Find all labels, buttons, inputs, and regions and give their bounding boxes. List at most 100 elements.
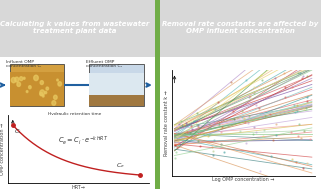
Point xyxy=(300,166,306,169)
Circle shape xyxy=(29,86,31,89)
Point xyxy=(259,116,265,119)
Bar xyxy=(0,57,155,189)
Circle shape xyxy=(46,87,48,90)
Bar xyxy=(10,64,64,106)
Text: Calculating k values from wastewater
treatment plant data: Calculating k values from wastewater tre… xyxy=(0,21,150,34)
Point xyxy=(239,115,244,118)
Point xyxy=(231,117,237,120)
Point xyxy=(182,123,187,126)
Point xyxy=(228,81,233,84)
Point xyxy=(175,139,180,142)
Point xyxy=(219,143,224,146)
Point xyxy=(291,103,296,106)
Point xyxy=(299,137,304,140)
Point xyxy=(284,64,289,67)
Circle shape xyxy=(58,82,62,86)
Point xyxy=(274,133,279,136)
Point xyxy=(282,63,287,66)
Point xyxy=(215,101,221,104)
Point xyxy=(303,106,308,109)
Point xyxy=(208,107,213,110)
Point xyxy=(192,120,197,123)
Point xyxy=(206,123,211,126)
Point xyxy=(262,129,267,132)
Point xyxy=(289,85,294,88)
Point xyxy=(178,120,183,123)
Point xyxy=(296,123,301,126)
Point xyxy=(292,181,298,184)
Point xyxy=(270,139,275,142)
Point xyxy=(261,50,266,53)
Circle shape xyxy=(42,95,44,97)
Point xyxy=(243,78,248,81)
Point xyxy=(262,114,267,117)
Circle shape xyxy=(40,90,45,96)
Bar xyxy=(89,95,143,106)
Point xyxy=(239,109,245,112)
Point xyxy=(244,141,249,144)
Point xyxy=(196,139,201,143)
Point xyxy=(205,135,211,138)
Point xyxy=(268,154,273,157)
Point xyxy=(300,75,306,78)
Point xyxy=(204,120,210,123)
Circle shape xyxy=(57,79,58,81)
Point xyxy=(177,126,182,129)
Point xyxy=(301,107,306,110)
Bar xyxy=(10,72,64,106)
Point xyxy=(211,149,216,152)
Point xyxy=(185,131,190,134)
Point xyxy=(230,118,235,121)
Point xyxy=(283,85,288,88)
Point xyxy=(295,71,300,74)
Circle shape xyxy=(40,81,43,84)
Point xyxy=(251,86,256,89)
Circle shape xyxy=(17,82,21,87)
Y-axis label: Removal rate constant k →: Removal rate constant k → xyxy=(164,90,169,156)
Point xyxy=(304,162,309,165)
Point xyxy=(261,113,266,116)
Point xyxy=(257,170,263,173)
Bar xyxy=(155,0,160,189)
Point xyxy=(281,72,286,75)
Point xyxy=(173,156,178,160)
Point xyxy=(194,112,199,115)
Point xyxy=(242,121,247,124)
Point xyxy=(267,113,273,116)
Point xyxy=(247,94,253,98)
Point xyxy=(256,106,262,109)
Point xyxy=(210,154,215,157)
Bar xyxy=(89,64,143,106)
Point xyxy=(248,98,253,101)
Point xyxy=(217,122,222,125)
Point xyxy=(188,124,194,127)
Point xyxy=(174,150,179,153)
Point xyxy=(259,74,264,77)
Point xyxy=(304,100,309,103)
Point xyxy=(203,128,208,131)
Text: $C_e = C_i \cdot e^{-k\,HRT}$: $C_e = C_i \cdot e^{-k\,HRT}$ xyxy=(57,135,108,147)
Point xyxy=(247,115,252,118)
Point xyxy=(272,76,277,79)
Point xyxy=(206,133,212,136)
Point xyxy=(273,122,278,125)
Point xyxy=(304,74,309,77)
Circle shape xyxy=(45,91,47,94)
Point xyxy=(308,138,313,141)
Text: $C_i$: $C_i$ xyxy=(14,127,22,136)
Text: Influent OMP
concentration Cᵢ: Influent OMP concentration Cᵢ xyxy=(6,60,42,68)
Point xyxy=(177,123,182,126)
Circle shape xyxy=(40,92,43,96)
Point xyxy=(197,145,203,148)
Point xyxy=(290,157,295,160)
Point xyxy=(241,116,246,119)
Point xyxy=(299,77,305,80)
Point xyxy=(184,121,189,124)
Point xyxy=(304,96,309,99)
Point xyxy=(250,133,255,136)
Text: $C_e$: $C_e$ xyxy=(116,161,125,170)
Point xyxy=(295,135,300,138)
Circle shape xyxy=(20,77,23,81)
Point xyxy=(253,130,258,133)
Circle shape xyxy=(23,77,25,79)
